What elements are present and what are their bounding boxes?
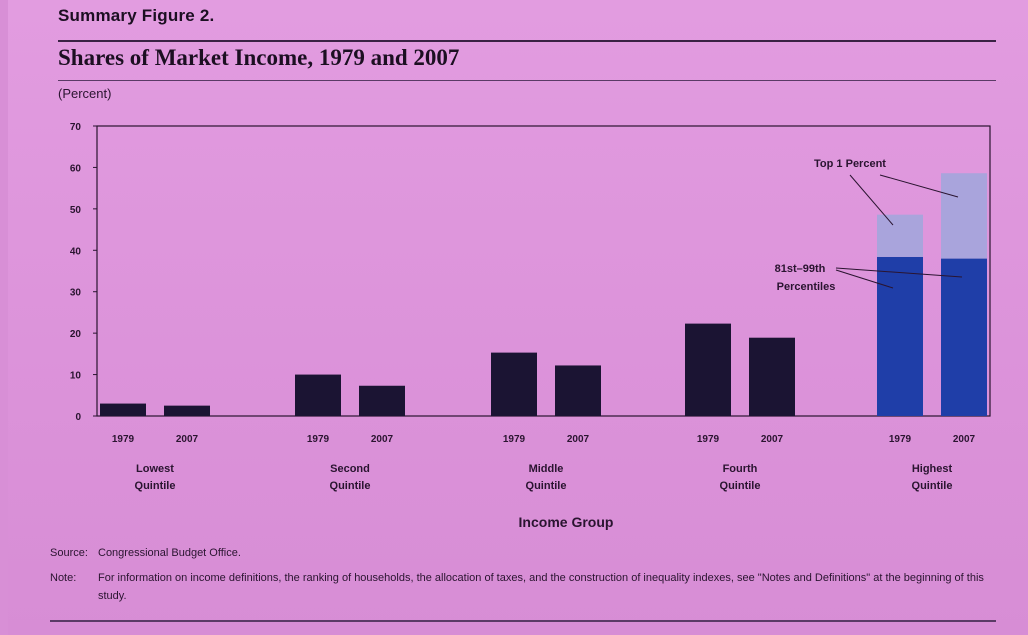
note-block: Note: For information on income definitio…	[50, 569, 1000, 605]
group-label: Quintile	[720, 480, 761, 492]
bar	[359, 385, 405, 416]
annotation-top1: Top 1 Percent	[814, 158, 886, 170]
y-unit-label: (Percent)	[58, 86, 112, 101]
note-label: Note:	[50, 572, 77, 584]
source-text: Congressional Budget Office.	[98, 547, 241, 559]
y-tick-label: 50	[70, 205, 82, 216]
bar	[555, 365, 601, 416]
y-tick-label: 40	[70, 246, 82, 257]
year-label: 2007	[176, 434, 199, 445]
annotation-81-99-line1: 81st–99th	[775, 263, 826, 275]
bar-segment-top1	[941, 173, 987, 259]
year-label: 2007	[761, 434, 784, 445]
group-label: Quintile	[526, 480, 567, 492]
axis-layer	[93, 125, 991, 417]
group-label: Quintile	[330, 480, 371, 492]
bar	[685, 323, 731, 416]
x-axis-title: Income Group	[519, 514, 614, 530]
leader-line	[835, 269, 894, 289]
group-label: Quintile	[135, 480, 176, 492]
group-label: Lowest	[136, 463, 174, 475]
leader-line	[879, 174, 959, 198]
bar	[164, 405, 210, 416]
label-layer: 0 10 20 30 40 50 60 70 1979 2007 Lowest Quintile 197…	[70, 122, 976, 530]
group-label: Quintile	[912, 480, 953, 492]
year-label: 1979	[112, 434, 135, 445]
bar-chart: 0 10 20 30 40 50 60 70 1979 2007 Lowest Quintile 197…	[70, 122, 991, 530]
group-label: Second	[330, 463, 370, 475]
year-label: 1979	[307, 434, 330, 445]
bar	[749, 337, 795, 416]
y-tick-label: 60	[70, 163, 82, 174]
group-label: Highest	[912, 463, 953, 475]
y-tick-label: 10	[70, 371, 82, 382]
year-label: 1979	[503, 434, 526, 445]
group-label: Middle	[529, 463, 564, 475]
y-tick-label: 0	[75, 412, 81, 423]
y-tick-label: 20	[70, 329, 82, 340]
bar-segment-81-99	[877, 256, 923, 416]
page-background	[8, 0, 1028, 635]
leader-line	[849, 174, 894, 226]
leader-line	[835, 267, 963, 278]
source-label: Source:	[50, 547, 88, 559]
year-label: 1979	[697, 434, 720, 445]
bar	[295, 374, 341, 416]
bar-segment-top1	[877, 214, 923, 257]
year-label: 2007	[953, 434, 976, 445]
bar	[100, 403, 146, 416]
bottom-rule	[50, 620, 996, 622]
bar-segment-81-99	[941, 258, 987, 416]
figure-label: Summary Figure 2.	[58, 6, 215, 25]
source-line: Source: Congressional Budget Office.	[50, 547, 241, 559]
title-rule	[58, 80, 996, 81]
chart-title: Shares of Market Income, 1979 and 2007	[58, 45, 460, 70]
y-tick-label: 30	[70, 288, 82, 299]
bar-layer	[100, 173, 987, 416]
annotation-layer: Top 1 Percent 81st–99th Percentiles	[775, 158, 963, 293]
plot-frame	[96, 125, 991, 417]
note-text: For information on income definitions, t…	[98, 572, 984, 602]
year-label: 2007	[567, 434, 590, 445]
annotation-81-99-line2: Percentiles	[777, 281, 836, 293]
y-tick-label: 70	[70, 122, 82, 133]
group-label: Fourth	[723, 463, 758, 475]
year-label: 1979	[889, 434, 912, 445]
year-label: 2007	[371, 434, 394, 445]
bar	[491, 352, 537, 416]
top-rule	[58, 40, 996, 42]
